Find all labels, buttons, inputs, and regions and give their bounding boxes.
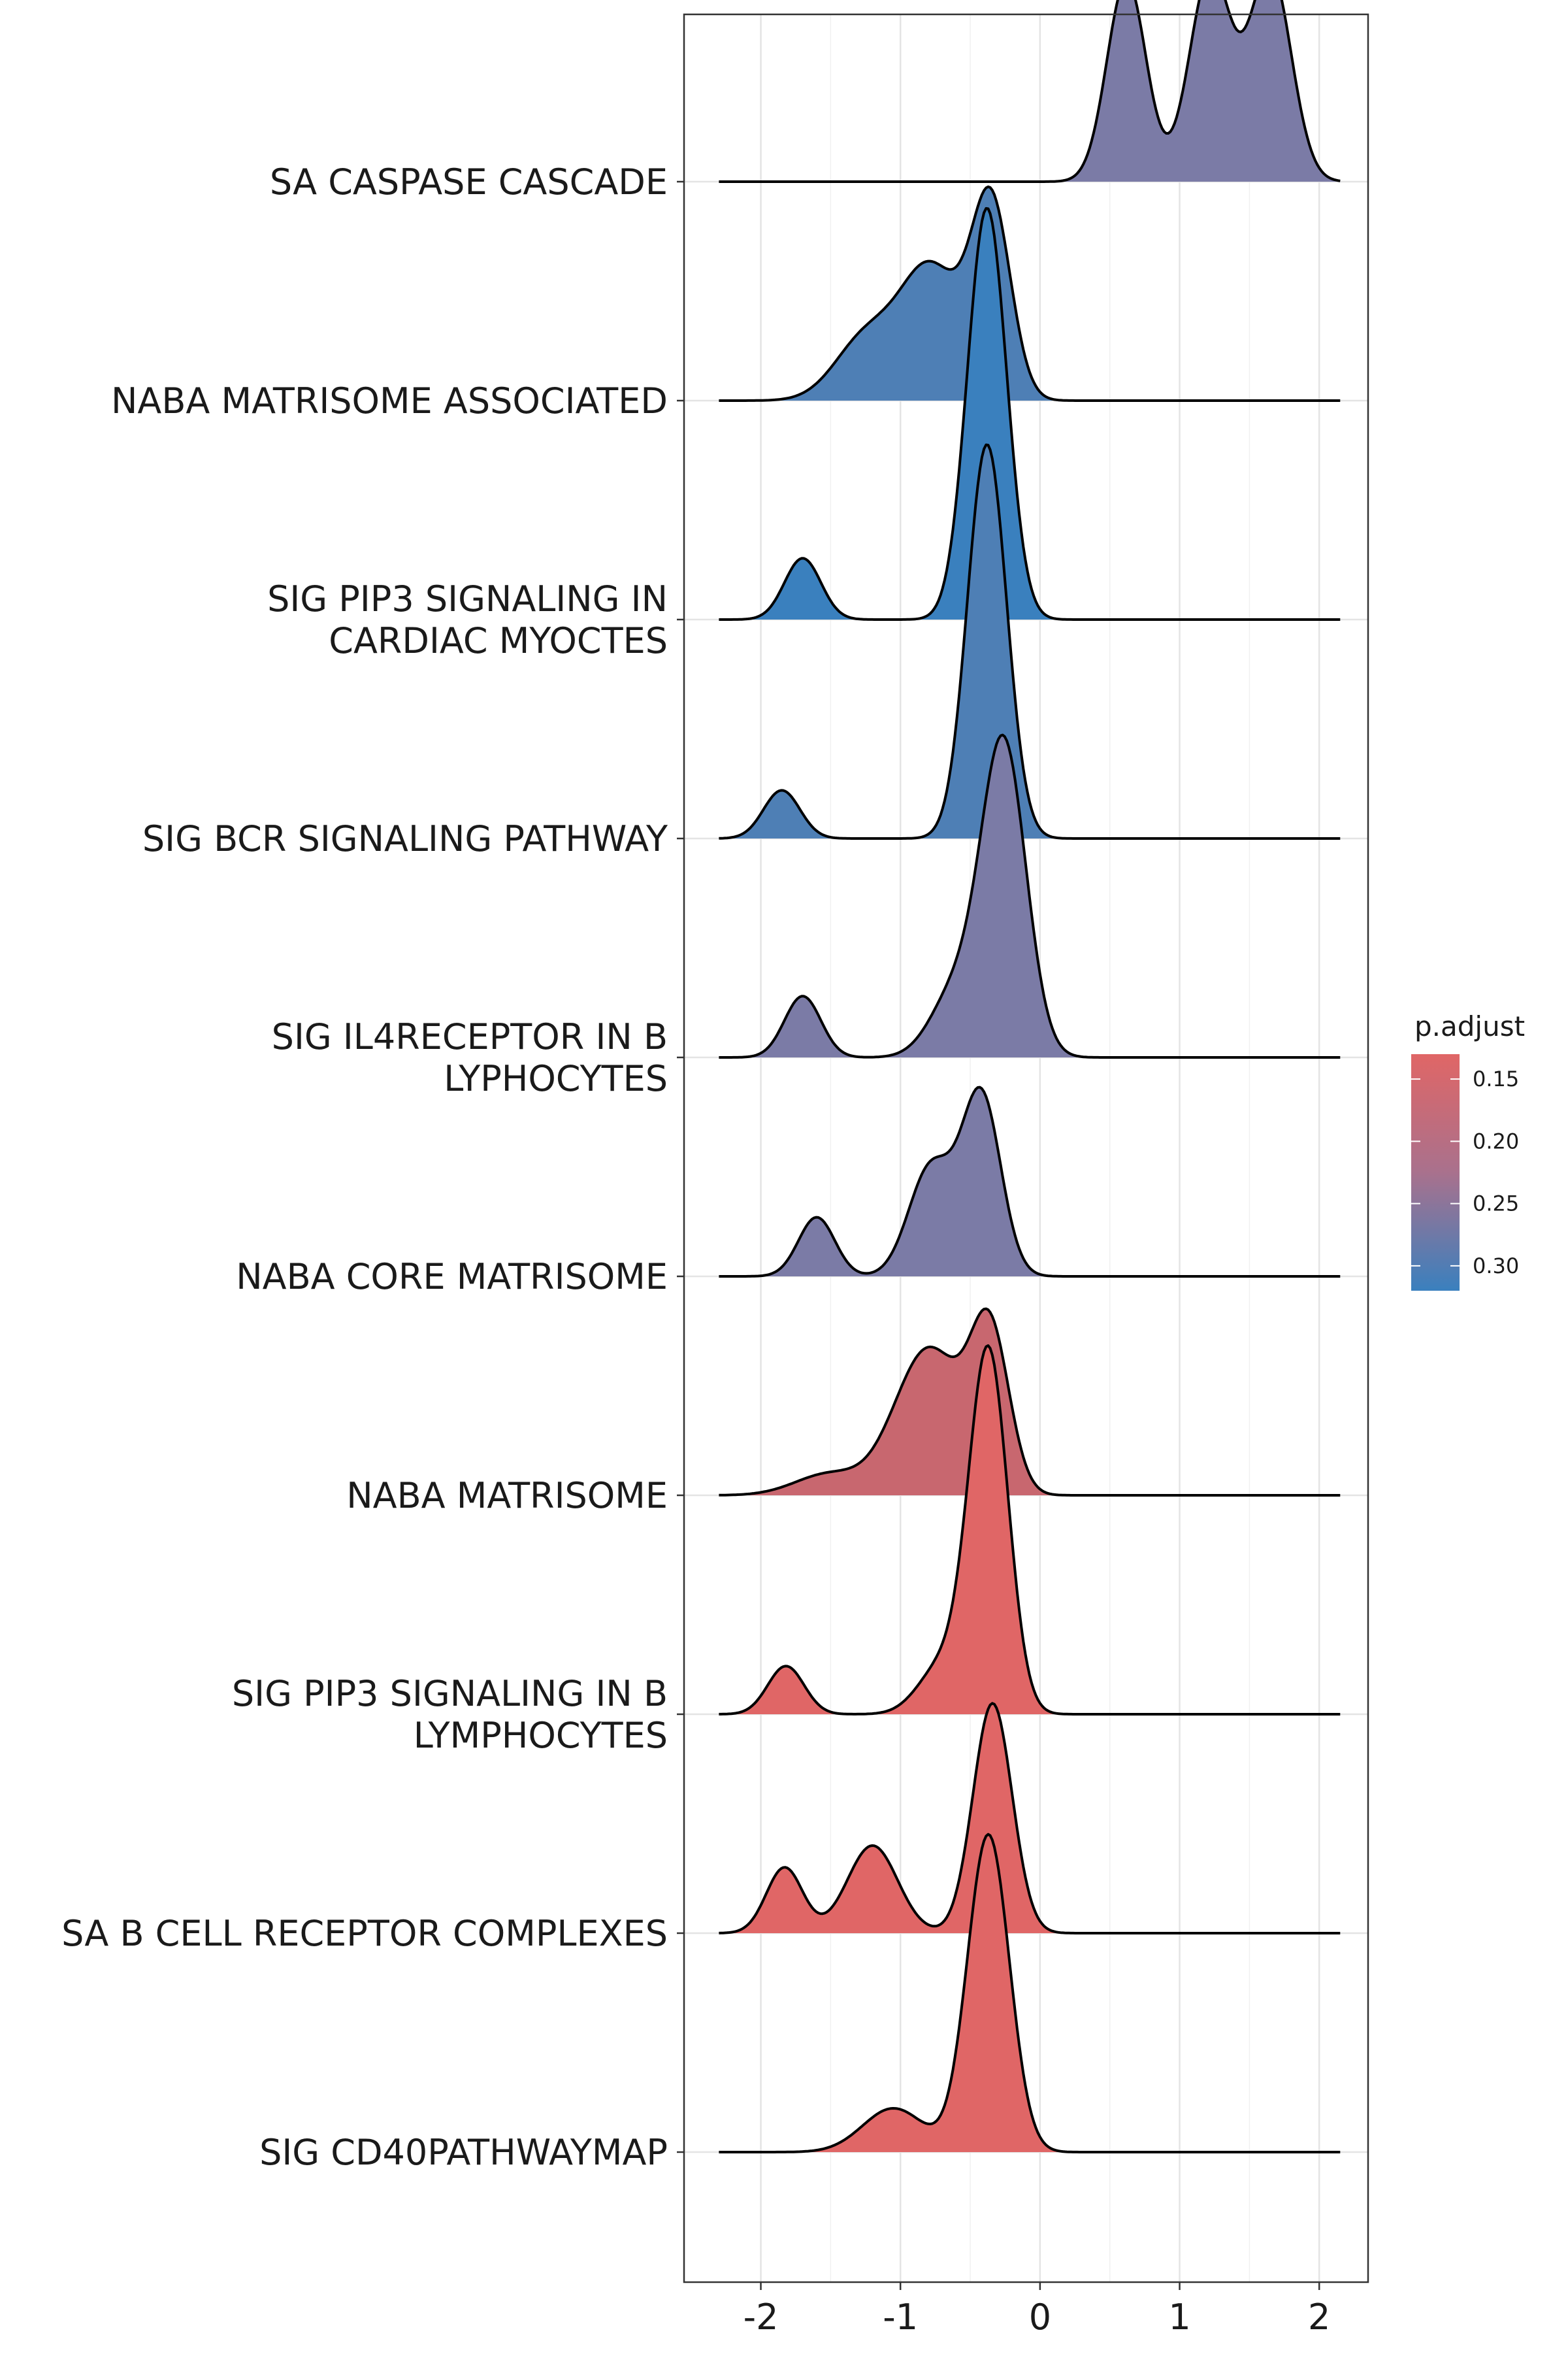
y-axis-label: SIG BCR SIGNALING PATHWAY	[142, 818, 668, 859]
y-axis-label: SA CASPASE CASCADE	[270, 161, 668, 203]
x-axis-tick-label: 1	[1168, 2297, 1190, 2338]
ridge-series	[719, 1833, 1341, 2153]
ridge-series	[719, 207, 1341, 621]
legend-title: p.adjust	[1414, 1010, 1525, 1042]
ridge-outline	[719, 207, 1341, 621]
ridge-fill	[719, 735, 1341, 1057]
ridge-series	[719, 443, 1341, 840]
y-axis-label: SIG PIP3 SIGNALING IN	[267, 578, 668, 620]
ridge-fill	[719, 0, 1341, 182]
ridge-series	[719, 733, 1341, 1059]
ridge-series	[719, 1702, 1341, 1934]
legend-colorbar	[1411, 1054, 1460, 1291]
y-axis-label: SIG CD40PATHWAYMAP	[259, 2132, 668, 2173]
legend-tick-label: 0.25	[1473, 1191, 1519, 1216]
y-axis-label: NABA MATRISOME	[346, 1475, 668, 1516]
y-axis-label: LYPHOCYTES	[444, 1058, 668, 1099]
ridge-outline	[719, 443, 1341, 840]
ridge-fill	[719, 1308, 1341, 1495]
y-axis-label: NABA CORE MATRISOME	[236, 1256, 668, 1297]
ridge-fill	[719, 186, 1341, 401]
legend-tick-label: 0.30	[1473, 1253, 1519, 1278]
ridge-outline	[719, 1086, 1341, 1278]
ridge-outline	[719, 733, 1341, 1059]
y-axis-label: LYMPHOCYTES	[414, 1715, 668, 1756]
ridge-series	[719, 1086, 1341, 1278]
ridge-outline	[719, 1702, 1341, 1934]
ridge-outline	[719, 1307, 1341, 1497]
panel-border	[683, 13, 1369, 2283]
ridge-series	[719, 1344, 1341, 1716]
ridge-fill	[719, 1345, 1341, 1714]
ridge-series	[719, 185, 1341, 402]
legend-tick-label: 0.20	[1473, 1129, 1519, 1153]
axis-layer: SA CASPASE CASCADE NABA MATRISOME ASSOCIA…	[61, 161, 1330, 2338]
legend-layer: p.adjust 0.15 0.20 0.25 0.30	[1411, 1010, 1525, 1291]
x-axis-tick-label: 2	[1308, 2297, 1330, 2338]
y-axis-label: SIG IL4RECEPTOR IN B	[272, 1016, 668, 1057]
y-axis-label: NABA MATRISOME ASSOCIATED	[111, 380, 668, 422]
ridge-layer	[719, 0, 1341, 2153]
ridge-outline	[719, 0, 1341, 183]
y-axis-label: SA B CELL RECEPTOR COMPLEXES	[61, 1913, 668, 1954]
ridge-fill	[719, 444, 1341, 838]
y-axis-label: CARDIAC MYOCTES	[329, 620, 668, 661]
x-axis-tick-label: -1	[883, 2297, 918, 2338]
ridge-outline	[719, 185, 1341, 402]
ridge-series	[719, 1307, 1341, 1497]
y-axis-label: SIG PIP3 SIGNALING IN B	[232, 1673, 668, 1714]
ridge-outline	[719, 1344, 1341, 1716]
ridge-series	[719, 0, 1341, 183]
x-axis-tick-label: -2	[743, 2297, 779, 2338]
ridge-outline	[719, 1833, 1341, 2153]
ridge-fill	[719, 1703, 1341, 1933]
x-axis-tick-label: 0	[1029, 2297, 1051, 2338]
legend-tick-label: 0.15	[1473, 1067, 1519, 1091]
